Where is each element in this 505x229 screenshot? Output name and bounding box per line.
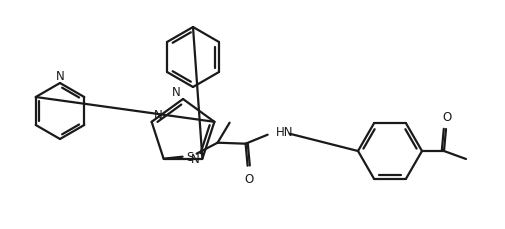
Text: HN: HN: [276, 126, 293, 139]
Text: N: N: [154, 108, 163, 121]
Text: S: S: [186, 150, 193, 164]
Text: N: N: [191, 153, 199, 166]
Text: O: O: [442, 111, 451, 123]
Text: N: N: [172, 86, 181, 98]
Text: N: N: [56, 70, 64, 83]
Text: O: O: [244, 172, 253, 185]
